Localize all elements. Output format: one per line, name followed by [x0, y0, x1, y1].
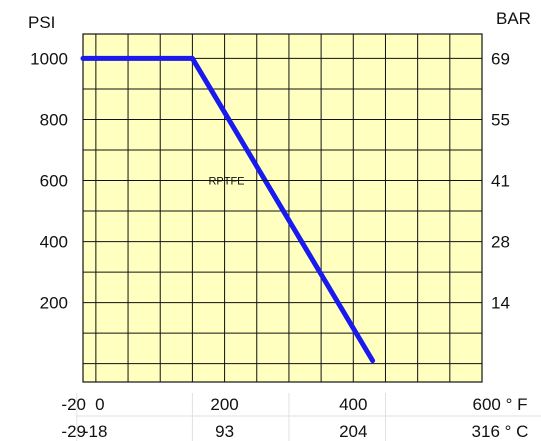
x-tick-label-c: -29 [61, 422, 86, 441]
y-axis-unit-left: PSI [28, 13, 55, 32]
axes-frame [76, 33, 541, 441]
x-tick-label-f: 200 [210, 395, 238, 414]
tick-labels: 200 14 400 28 600 41 800 55 1000 69 -20 0 200 400 600 … [30, 49, 528, 441]
y-tick-label-left: 200 [40, 294, 68, 313]
x-tick-label-f: -20 [61, 395, 86, 414]
annotation-label: RPTFE [208, 176, 244, 188]
y-tick-label-right: 28 [491, 233, 510, 252]
x-tick-label-c: 93 [215, 422, 234, 441]
y-tick-label-right: 69 [491, 49, 510, 68]
y-tick-label-left: 1000 [30, 49, 68, 68]
x-tick-label-c: -18 [83, 422, 108, 441]
series-line-rptfe [80, 55, 376, 364]
x-tick-label-c: 204 [339, 422, 367, 441]
y-tick-label-left: 600 [40, 172, 68, 191]
x-tick-label-f: 600 ° F [473, 395, 528, 414]
y-axis-unit-right: BAR [496, 9, 531, 28]
y-tick-label-left: 800 [40, 110, 68, 129]
plot-border [82, 33, 483, 383]
x-tick-label-c: 316 ° C [472, 422, 529, 441]
x-tick-label-f: 400 [339, 395, 367, 414]
x-tick-label-f: 0 [95, 395, 104, 414]
grid [83, 34, 482, 382]
y-tick-label-right: 55 [491, 110, 510, 129]
y-tick-label-right: 41 [491, 172, 510, 191]
y-tick-label-right: 14 [491, 294, 510, 313]
y-tick-label-left: 400 [40, 233, 68, 252]
series-layer: RPTFE [80, 55, 376, 364]
